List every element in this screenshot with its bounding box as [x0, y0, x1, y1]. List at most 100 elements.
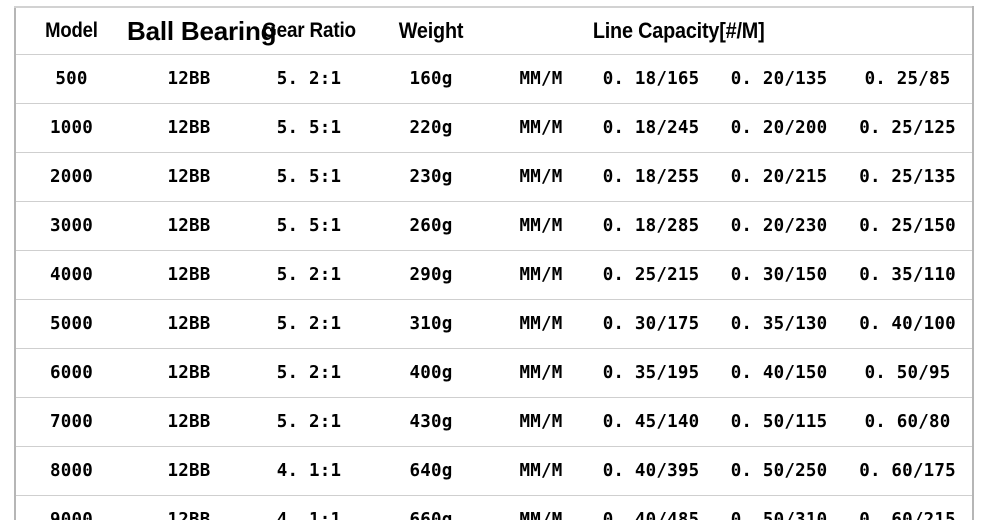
cell-ball-bearing: 12BB: [127, 103, 251, 153]
cell-weight: 640g: [367, 446, 495, 496]
cell-line-capacity-2: 0. 35/130: [715, 299, 843, 349]
table-row: 4000 12BB 5. 2:1 290g MM/M 0. 25/215 0. 30/150…: [15, 250, 974, 300]
cell-gear-ratio: 4. 1:1: [251, 446, 367, 496]
column-header-model: Model: [21, 7, 121, 55]
column-header-line-capacity: Line Capacity[#/M]: [518, 7, 950, 55]
cell-weight: 430g: [367, 397, 495, 447]
cell-unit: MM/M: [495, 348, 587, 398]
column-header-weight: Weight: [373, 7, 489, 55]
cell-model: 500: [15, 54, 127, 104]
cell-line-capacity-2: 0. 50/310: [730, 510, 828, 520]
cell-model: 5000: [15, 299, 127, 349]
cell-line-capacity-1: 0. 30/175: [587, 299, 715, 349]
cell-line-capacity-2: 0. 50/115: [715, 397, 843, 447]
cell-weight: 230g: [367, 152, 495, 202]
cell-gear-ratio: 5. 5:1: [251, 201, 367, 251]
cell-gear-ratio: 4. 1:1: [276, 510, 342, 520]
cell-ball-bearing: 12BB: [127, 299, 251, 349]
table-row: 6000 12BB 5. 2:1 400g MM/M 0. 35/195 0. 40/150…: [15, 348, 974, 398]
cell-line-capacity-2: 0. 30/150: [715, 250, 843, 300]
cell-gear-ratio: 5. 5:1: [251, 152, 367, 202]
cell-weight: 160g: [367, 54, 495, 104]
cell-line-capacity-2: 0. 40/150: [715, 348, 843, 398]
cell-weight: 220g: [367, 103, 495, 153]
cell-line-capacity-1: 0. 45/140: [587, 397, 715, 447]
cell-line-capacity-1: 0. 18/165: [587, 54, 715, 104]
cell-gear-ratio: 5. 2:1: [251, 299, 367, 349]
cell-line-capacity-1: 0. 18/285: [587, 201, 715, 251]
table-row: 2000 12BB 5. 5:1 230g MM/M 0. 18/255 0. 20/215…: [15, 152, 974, 202]
cell-line-capacity-3: 0. 25/125: [843, 103, 974, 153]
cell-line-capacity-2: 0. 20/200: [715, 103, 843, 153]
cell-line-capacity-3: 0. 60/175: [843, 446, 974, 496]
cell-unit: MM/M: [495, 250, 587, 300]
cell-line-capacity-3: 0. 60/215: [859, 510, 956, 520]
cell-ball-bearing: 12BB: [127, 397, 251, 447]
cell-model: 4000: [15, 250, 127, 300]
column-header-ball-bearing: Ball Bearing: [127, 7, 277, 55]
cell-weight: 260g: [367, 201, 495, 251]
cell-line-capacity-3: 0. 25/85: [843, 54, 974, 104]
cell-gear-ratio: 5. 2:1: [251, 54, 367, 104]
header-row: Model Ball Bearing Gear Ratio Weight Lin…: [15, 7, 974, 55]
cell-line-capacity-3: 0. 60/80: [843, 397, 974, 447]
table-row: 7000 12BB 5. 2:1 430g MM/M 0. 45/140 0. 50/115…: [15, 397, 974, 447]
cell-line-capacity-1: 0. 40/485: [602, 510, 700, 520]
table-row: 1000 12BB 5. 5:1 220g MM/M 0. 18/245 0. 20/200…: [15, 103, 974, 153]
cell-gear-ratio: 5. 2:1: [251, 397, 367, 447]
table-row: 9000 12BB 4. 1:1 660g MM/M 0. 40/485 0. 50/310…: [15, 495, 974, 520]
cell-weight: 290g: [367, 250, 495, 300]
cell-line-capacity-1: 0. 25/215: [587, 250, 715, 300]
cell-gear-ratio: 5. 5:1: [251, 103, 367, 153]
cell-line-capacity-2: 0. 20/215: [715, 152, 843, 202]
cell-model: 7000: [15, 397, 127, 447]
cell-unit: MM/M: [495, 446, 587, 496]
cell-line-capacity-3: 0. 50/95: [843, 348, 974, 398]
table-row: 500 12BB 5. 2:1 160g MM/M 0. 18/165 0. 20/135 0…: [15, 54, 974, 104]
cell-line-capacity-1: 0. 35/195: [587, 348, 715, 398]
cell-ball-bearing: 12BB: [127, 152, 251, 202]
cell-line-capacity-1: 0. 18/245: [587, 103, 715, 153]
reel-specification-table: Model Ball Bearing Gear Ratio Weight Lin…: [14, 6, 975, 520]
cell-line-capacity-3: 0. 40/100: [843, 299, 974, 349]
cell-line-capacity-3: 0. 25/135: [843, 152, 974, 202]
cell-line-capacity-2: 0. 20/230: [715, 201, 843, 251]
cell-ball-bearing: 12BB: [167, 510, 211, 520]
cell-weight: 660g: [409, 510, 453, 520]
cell-ball-bearing: 12BB: [127, 446, 251, 496]
cell-weight: 310g: [367, 299, 495, 349]
cell-model: 8000: [15, 446, 127, 496]
cell-model: 1000: [15, 103, 127, 153]
cell-unit: MM/M: [495, 54, 587, 104]
cell-ball-bearing: 12BB: [127, 348, 251, 398]
column-header-gear-ratio: Gear Ratio: [256, 7, 362, 55]
cell-gear-ratio: 5. 2:1: [251, 250, 367, 300]
table-row: 3000 12BB 5. 5:1 260g MM/M 0. 18/285 0. 20/230…: [15, 201, 974, 251]
cell-line-capacity-2: 0. 50/250: [715, 446, 843, 496]
cell-weight: 400g: [367, 348, 495, 398]
cell-unit: MM/M: [495, 201, 587, 251]
cell-line-capacity-1: 0. 40/395: [587, 446, 715, 496]
cell-line-capacity-2: 0. 20/135: [715, 54, 843, 104]
line-capacity-label: Line Capacity[#/M]: [592, 18, 765, 43]
cell-gear-ratio: 5. 2:1: [251, 348, 367, 398]
cell-model: 6000: [15, 348, 127, 398]
table-header: Model Ball Bearing Gear Ratio Weight Lin…: [15, 7, 974, 55]
cell-ball-bearing: 12BB: [127, 54, 251, 104]
table-body: 500 12BB 5. 2:1 160g MM/M 0. 18/165 0. 20/135 0…: [15, 54, 974, 520]
cell-unit: MM/M: [495, 397, 587, 447]
cell-ball-bearing: 12BB: [127, 250, 251, 300]
cell-model: 9000: [50, 510, 93, 520]
cell-ball-bearing: 12BB: [127, 201, 251, 251]
cell-line-capacity-3: 0. 25/150: [843, 201, 974, 251]
cell-unit: MM/M: [495, 299, 587, 349]
cell-model: 2000: [15, 152, 127, 202]
cell-unit: MM/M: [519, 510, 563, 520]
cell-model: 3000: [15, 201, 127, 251]
cell-line-capacity-1: 0. 18/255: [587, 152, 715, 202]
cell-line-capacity-3: 0. 35/110: [843, 250, 974, 300]
cell-unit: MM/M: [495, 152, 587, 202]
table-row: 5000 12BB 5. 2:1 310g MM/M 0. 30/175 0. 35/130…: [15, 299, 974, 349]
cell-unit: MM/M: [495, 103, 587, 153]
